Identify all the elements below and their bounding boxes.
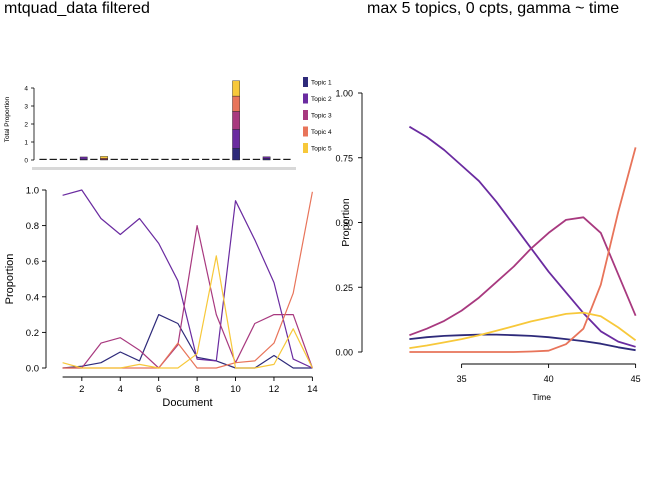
legend-label-2: Topic 2 [311, 96, 332, 103]
bar-y-axis-label: Total Proportion [4, 96, 11, 142]
time-x-tick-label: 35 [457, 374, 467, 384]
doc-y-tick-label: 0.4 [26, 292, 39, 303]
doc-series-line-2 [62, 189, 313, 369]
time-series-line-4 [409, 147, 637, 353]
legend-label-3: Topic 3 [311, 113, 332, 120]
bar-segment-2 [232, 129, 240, 149]
bar-baseline-segment [201, 158, 210, 160]
doc-x-tick-label: 10 [230, 384, 241, 395]
doc-x-tick-label: 2 [79, 384, 84, 395]
bar-segment-1 [262, 158, 271, 161]
bar-segment-5 [232, 80, 240, 97]
time-series-line-3 [409, 216, 637, 337]
time-y-tick-label: 0.75 [335, 153, 353, 163]
doc-x-tick-label: 14 [307, 384, 318, 395]
bar-baseline-segment [69, 158, 78, 160]
legend-swatch-2 [303, 93, 308, 104]
doc-y-tick-label: 1.0 [26, 186, 39, 197]
legend-label-4: Topic 4 [311, 129, 332, 136]
time-x-tick-label: 45 [631, 374, 641, 384]
bar-baseline-segment [191, 158, 200, 160]
time-x-axis-label: Time [532, 392, 551, 402]
bar-baseline-segment [39, 158, 47, 160]
doc-y-axis-label: Proportion [4, 254, 16, 305]
bar-segment-2 [262, 156, 271, 159]
legend-swatch-3 [303, 110, 308, 120]
doc-series-line-3 [62, 225, 313, 369]
bar-y-tick-label: 3 [24, 104, 28, 111]
bar-baseline-segment [161, 158, 169, 160]
bar-y-tick-label: 2 [24, 122, 28, 129]
doc-x-tick-label: 12 [269, 384, 280, 395]
time-y-tick-label: 1.00 [335, 89, 353, 99]
bar-x-tick-labels-strip [32, 167, 296, 170]
bar-segment-5 [100, 156, 108, 159]
time-series-line-2 [408, 125, 636, 348]
bar-segment-1 [232, 148, 240, 161]
doc-x-axis-label: Document [162, 397, 212, 409]
legend-swatch-1 [303, 77, 308, 87]
doc-x-tick-label: 8 [194, 384, 199, 395]
bar-baseline-segment [110, 158, 118, 160]
time-x-tick-label: 40 [544, 374, 554, 384]
doc-y-tick-label: 0.0 [26, 364, 39, 375]
bar-baseline-segment [283, 158, 291, 160]
bar-segment-4 [232, 95, 240, 112]
bar-baseline-segment [120, 158, 129, 160]
bar-segment-2 [79, 156, 88, 160]
bar-baseline-segment [171, 158, 179, 160]
legend-label-1: Topic 1 [311, 80, 332, 87]
bar-baseline-segment [141, 158, 149, 160]
bar-y-tick-label: 0 [24, 158, 28, 165]
doc-y-tick-label: 0.2 [26, 328, 39, 339]
doc-x-tick-label: 6 [156, 384, 161, 395]
left-panel-title: mtquad_data filtered [4, 0, 150, 17]
bar-y-tick-label: 1 [24, 140, 28, 147]
legend-label-5: Topic 5 [311, 146, 332, 153]
legend-swatch-4 [303, 126, 308, 137]
legend-swatch-5 [303, 143, 308, 153]
bar-baseline-segment [49, 158, 57, 160]
bar-baseline-segment [90, 158, 98, 160]
bar-segment-3 [232, 111, 240, 130]
time-y-tick-label: 0.25 [335, 283, 353, 293]
bar-baseline-segment [242, 158, 250, 160]
right-panel-title: max 5 topics, 0 cpts, gamma ~ time [367, 0, 620, 17]
bar-y-tick-label: 4 [24, 86, 28, 93]
doc-x-tick-label: 4 [118, 384, 123, 395]
time-y-axis-label: Proportion [340, 198, 352, 247]
bar-baseline-segment [151, 158, 159, 160]
bar-baseline-segment [273, 158, 281, 160]
time-series-line-1 [409, 333, 636, 352]
bar-baseline-segment [252, 158, 261, 160]
bar-baseline-segment [130, 158, 139, 160]
doc-series-line-1 [62, 314, 313, 369]
time-y-tick-label: 0.50 [335, 218, 353, 228]
time-y-tick-label: 0.00 [335, 348, 353, 358]
bar-baseline-segment [181, 158, 189, 160]
doc-series-line-5 [62, 255, 313, 369]
bar-baseline-segment [222, 158, 230, 160]
doc-y-tick-label: 0.6 [26, 257, 39, 268]
bar-baseline-segment [59, 158, 68, 160]
bar-baseline-segment [212, 158, 220, 160]
doc-y-tick-label: 0.8 [26, 221, 39, 232]
time-series-line-5 [409, 311, 637, 349]
